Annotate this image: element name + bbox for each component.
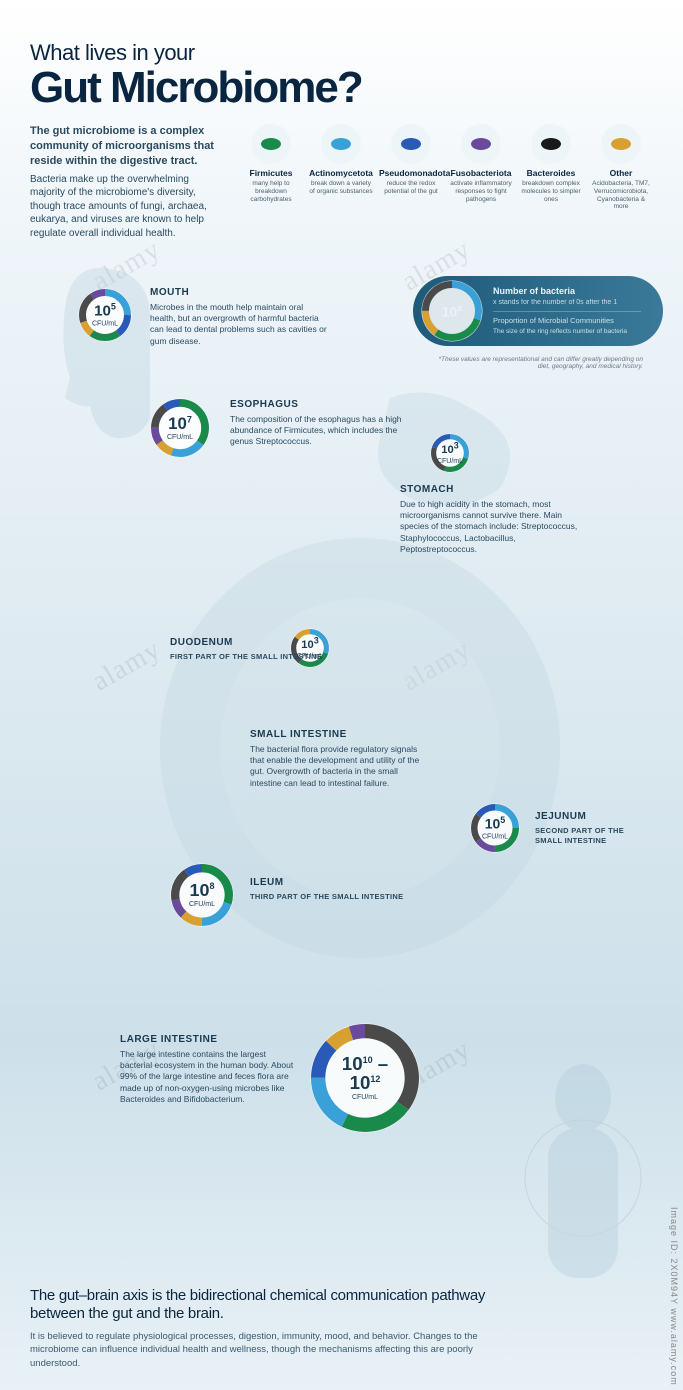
bacteria-desc: breakdown complex molecules to simpler o… xyxy=(519,180,583,203)
large_intestine-name: LARGE INTESTINE xyxy=(120,1033,300,1047)
intro-lead: The gut microbiome is a complex communit… xyxy=(30,124,223,169)
mouth-callout: MOUTH Microbes in the mouth help maintain… xyxy=(150,286,330,347)
ileum-subtitle: THIRD PART OF THE SMALL INTESTINE xyxy=(250,892,403,902)
jejunum-subtitle: SECOND PART OF THE SMALL INTESTINE xyxy=(535,826,653,846)
intro-text: The gut microbiome is a complex communit… xyxy=(30,124,223,240)
mouth-name: MOUTH xyxy=(150,286,330,300)
large_intestine-ring: 1010 – 1012CFU/mL xyxy=(310,1023,420,1133)
title-block: What lives in your Gut Microbiome? xyxy=(30,40,653,110)
body-silhouette xyxy=(498,1058,668,1298)
bacteria-name: Other xyxy=(589,168,653,178)
small_intestine-desc: The bacterial flora provide regulatory s… xyxy=(250,744,430,790)
title-large: Gut Microbiome? xyxy=(30,66,653,110)
mouth-desc: Microbes in the mouth help maintain oral… xyxy=(150,302,330,348)
stomach-callout: STOMACH Due to high acidity in the stomac… xyxy=(400,483,580,556)
bacteria-icon xyxy=(531,124,571,164)
esophagus-ring: 107CFU/mL xyxy=(150,398,210,458)
small_intestine-name: SMALL INTESTINE xyxy=(250,728,430,742)
jejunum-name: JEJUNUM xyxy=(535,810,653,824)
legend-box: 10x Number of bacteria x stands for the … xyxy=(413,276,663,346)
legend-title-2: Proportion of Microbial Communities xyxy=(493,316,614,325)
bacteria-item: Pseudomonadota reduce the redox potentia… xyxy=(379,124,443,240)
bacteria-desc: activate inflammatory responses to fight… xyxy=(449,180,513,203)
bacteria-desc: reduce the redox potential of the gut xyxy=(379,180,443,196)
ileum-ring: 108CFU/mL xyxy=(170,863,234,927)
stomach-name: STOMACH xyxy=(400,483,580,497)
diagram-canvas: 10x Number of bacteria x stands for the … xyxy=(30,248,653,1308)
bacteria-icon xyxy=(321,124,361,164)
footer-title: The gut–brain axis is the bidirectional … xyxy=(30,1287,490,1325)
bacteria-icon xyxy=(461,124,501,164)
esophagus-callout: ESOPHAGUS The composition of the esophagu… xyxy=(230,398,410,448)
intro-body: Bacteria make up the overwhelming majori… xyxy=(30,173,223,241)
bacteria-item: Firmicutes many help to breakdown carboh… xyxy=(239,124,303,240)
esophagus-desc: The composition of the esophagus has a h… xyxy=(230,414,410,448)
legend-sub-2: The size of the ring reflects number of … xyxy=(493,328,627,335)
footer-desc: It is believed to regulate physiological… xyxy=(30,1330,490,1370)
jejunum-callout: JEJUNUM SECOND PART OF THE SMALL INTESTIN… xyxy=(535,810,653,846)
bacteria-item: Bacteroides breakdown complex molecules … xyxy=(519,124,583,240)
ileum-callout: ILEUM THIRD PART OF THE SMALL INTESTINE xyxy=(250,876,403,902)
legend-ring: 10x xyxy=(421,280,483,342)
legend-footnote: *These values are representational and c… xyxy=(433,356,643,370)
stomach-ring: 103CFU/mL xyxy=(430,433,470,473)
large_intestine-callout: LARGE INTESTINE The large intestine conta… xyxy=(120,1033,300,1106)
esophagus-name: ESOPHAGUS xyxy=(230,398,410,412)
bacteria-icon xyxy=(391,124,431,164)
duodenum-callout: DUODENUM FIRST PART OF THE SMALL INTESTIN… xyxy=(170,636,322,662)
bacteria-name: Actinomycetota xyxy=(309,168,373,178)
bacteria-name: Firmicutes xyxy=(239,168,303,178)
stock-id: Image ID: 2X0M94Y www.alamy.com xyxy=(669,1207,679,1386)
bacteria-desc: break down a variety of organic substanc… xyxy=(309,180,373,196)
bacteria-desc: Acidobacteria, TM7, Verrucomicrobiota, C… xyxy=(589,180,653,211)
legend-title-1: Number of bacteria xyxy=(493,286,641,298)
bacteria-icon xyxy=(601,124,641,164)
intro-row: The gut microbiome is a complex communit… xyxy=(30,124,653,240)
ileum-name: ILEUM xyxy=(250,876,403,890)
bacteria-legend-row: Firmicutes many help to breakdown carboh… xyxy=(235,124,653,240)
bacteria-item: Actinomycetota break down a variety of o… xyxy=(309,124,373,240)
bacteria-name: Bacteroides xyxy=(519,168,583,178)
duodenum-subtitle: FIRST PART OF THE SMALL INTESTINE xyxy=(170,652,322,662)
stomach-desc: Due to high acidity in the stomach, most… xyxy=(400,499,580,556)
bacteria-item: Other Acidobacteria, TM7, Verrucomicrobi… xyxy=(589,124,653,240)
bacteria-name: Fusobacteriota xyxy=(449,168,513,178)
duodenum-name: DUODENUM xyxy=(170,636,322,650)
bacteria-item: Fusobacteriota activate inflammatory res… xyxy=(449,124,513,240)
small_intestine-callout: SMALL INTESTINE The bacterial flora provi… xyxy=(250,728,430,789)
bacteria-name: Pseudomonadota xyxy=(379,168,443,178)
footer-block: The gut–brain axis is the bidirectional … xyxy=(30,1287,490,1370)
bacteria-icon xyxy=(251,124,291,164)
large_intestine-desc: The large intestine contains the largest… xyxy=(120,1049,300,1106)
jejunum-ring: 105CFU/mL xyxy=(470,803,520,853)
legend-sub-1: x stands for the number of 0s after the … xyxy=(493,298,641,307)
mouth-ring: 105CFU/mL xyxy=(78,288,132,342)
bacteria-desc: many help to breakdown carbohydrates xyxy=(239,180,303,203)
